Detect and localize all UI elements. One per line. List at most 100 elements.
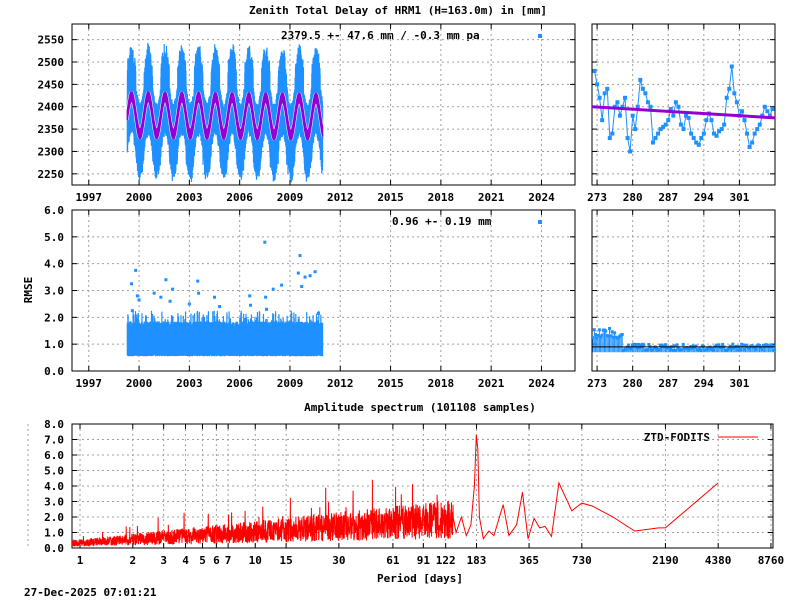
x-tick-label: 2003: [176, 191, 203, 204]
x-tick-label: 294: [694, 377, 714, 390]
y-tick-label: 2250: [38, 168, 65, 181]
panel-ztd-recent: 273 280 287 294 301: [587, 23, 776, 204]
y-tick-label: 5.0: [44, 465, 64, 478]
x-tick-label: 301: [729, 377, 749, 390]
plot-frame: [591, 23, 776, 186]
recent-rmse-point: [759, 345, 763, 349]
x-tick-label: 365: [519, 554, 539, 567]
data-layer: [72, 434, 719, 547]
recent-ztd-point: [673, 100, 678, 105]
recent-ztd-point: [681, 127, 686, 132]
recent-rmse-point: [637, 342, 641, 346]
rmse-outlier-point: [249, 303, 253, 307]
recent-rmse-point: [651, 348, 655, 352]
recent-ztd-point: [671, 113, 676, 118]
recent-rmse-point: [719, 345, 723, 349]
recent-ztd-point: [635, 104, 640, 109]
recent-ztd-point: [663, 122, 668, 127]
recent-rmse-point: [620, 332, 624, 336]
x-tick-label: 2006: [226, 377, 253, 390]
recent-ztd-point: [625, 136, 630, 141]
recent-ztd-point: [750, 140, 755, 145]
rmse-outlier-point: [271, 287, 275, 291]
recent-ztd-point: [617, 113, 622, 118]
recent-rmse-point: [592, 328, 596, 332]
recent-ztd-point: [699, 136, 704, 141]
y-tick-label: 2550: [38, 34, 65, 47]
rmse-outlier-point: [313, 270, 317, 274]
recent-rmse-point: [627, 343, 631, 347]
recent-rmse-point: [742, 347, 746, 351]
rmse-outlier-point: [298, 254, 302, 258]
x-tick-label: 1997: [76, 377, 103, 390]
recent-rmse-point: [606, 334, 610, 338]
x-tick-label: 122: [436, 554, 456, 567]
rmse-outlier-point: [137, 298, 141, 302]
recent-ztd-point: [765, 109, 770, 114]
recent-rmse-point: [698, 347, 702, 351]
x-tick-label: 7: [225, 554, 232, 567]
x-tick-label: 183: [467, 554, 487, 567]
recent-ztd-point: [689, 131, 694, 136]
recent-ztd-point: [767, 113, 772, 118]
recent-ztd-point: [724, 95, 729, 100]
recent-rmse-point: [688, 346, 692, 350]
y-tick-label: 2.0: [44, 311, 64, 324]
recent-rmse-point: [676, 346, 680, 350]
y-tick-label: 0.0: [44, 542, 64, 555]
panel-spectrum: 1 2 3 4 5 6 7 10 15 30 61 91 122 183 365 730 2190 4380 876…: [44, 418, 784, 567]
y-tick-label: 2.0: [44, 511, 64, 524]
panel-rmse-long: 1997 2000 2003 2006 2009 2012 2015 2018 2021 2024…: [44, 204, 576, 390]
recent-ztd-point: [701, 131, 706, 136]
recent-ztd-point: [645, 100, 650, 105]
annotation-rmse: 0.96 +- 0.19 mm: [392, 215, 492, 228]
rmse-outlier-point: [280, 283, 284, 287]
recent-ztd-point: [592, 68, 597, 73]
recent-ztd-point: [722, 122, 727, 127]
x-tick-label: 4380: [705, 554, 732, 567]
plot-frame: [71, 23, 576, 186]
rmse-outlier-point: [197, 291, 201, 295]
rmse-outlier-point: [130, 309, 134, 313]
recent-rmse-point: [731, 342, 735, 346]
plot-frame: [591, 209, 776, 372]
rmse-outlier-point: [168, 299, 172, 303]
recent-ztd-point: [717, 129, 722, 134]
recent-ztd-point: [729, 64, 734, 69]
x-tick-label: 61: [386, 554, 400, 567]
y-tick-label: 1.0: [44, 338, 64, 351]
y-tick-label: 6.0: [44, 449, 64, 462]
rmse-outlier-point: [218, 305, 222, 309]
recent-ztd-point: [602, 91, 607, 96]
recent-ztd-point: [638, 77, 643, 82]
recent-ztd-point: [653, 136, 658, 141]
recent-ztd-point: [727, 86, 732, 91]
recent-ztd-point: [757, 122, 762, 127]
x-tick-label: 2000: [126, 191, 153, 204]
recent-ztd-point: [752, 131, 757, 136]
spectrum-legend-label: ZTD-FODITS: [644, 431, 710, 444]
x-tick-label: 287: [658, 191, 678, 204]
x-tick-label: 280: [623, 191, 643, 204]
recent-ztd-point: [607, 136, 612, 141]
recent-ztd-point: [610, 131, 615, 136]
recent-ztd-point: [656, 131, 661, 136]
plot-frame: [71, 423, 774, 549]
recent-ztd-point: [595, 82, 600, 87]
recent-ztd-point: [770, 106, 775, 111]
recent-rmse-point: [727, 347, 731, 351]
x-tick-label: 30: [332, 554, 345, 567]
timestamp: 27-Dec-2025 07:01:21: [24, 586, 157, 599]
x-tick-label: 2015: [377, 191, 404, 204]
data-layer: [126, 240, 324, 357]
rmse-outlier-point: [135, 294, 139, 298]
recent-ztd-point: [719, 127, 724, 132]
recent-trend-line: [592, 105, 775, 120]
recent-ztd-point: [678, 122, 683, 127]
annotation-ztd: 2379.5 +- 47.6 mm / -0.3 mm pa: [281, 29, 480, 42]
recent-ztd-point: [755, 127, 760, 132]
x-tick-label: 2021: [478, 377, 505, 390]
recent-rmse-point: [642, 343, 646, 347]
ztd-observations: [126, 42, 324, 183]
